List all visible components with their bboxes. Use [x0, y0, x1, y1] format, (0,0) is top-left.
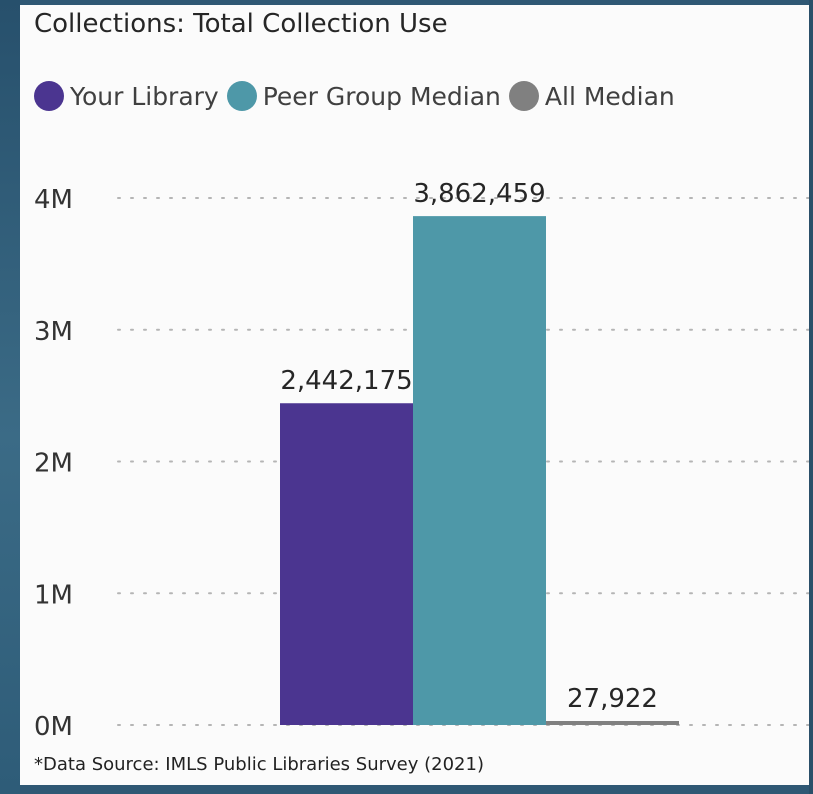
legend-item-all-median[interactable]: All Median	[508, 81, 675, 111]
legend-dot-peer-group-median	[226, 81, 257, 111]
legend-item-your-library[interactable]: Your Library	[34, 81, 219, 111]
legend-item-peer-group-median[interactable]: Peer Group Median	[226, 81, 501, 111]
y-tick-label-3: 3M	[34, 317, 73, 347]
legend-label-all-median: All Median	[544, 81, 675, 111]
data-source-note: *Data Source: IMLS Public Libraries Surv…	[34, 754, 484, 775]
background-left-edge	[0, 0, 20, 794]
legend: Your Library Peer Group Median All Media…	[34, 79, 683, 113]
bar-chart-plot: 0M 1M 2M 3M 4M 2,442,175 3,862,459 27,922	[34, 179, 809, 742]
bar-your-library	[280, 403, 413, 725]
legend-dot-all-median	[508, 81, 539, 111]
y-tick-label-0: 0M	[34, 712, 73, 742]
bar-all-median	[546, 721, 679, 725]
chart-title: Collections: Total Collection Use	[34, 9, 448, 39]
y-tick-label-2: 2M	[34, 449, 73, 479]
bar-peer-group-median	[413, 216, 546, 725]
legend-label-peer-group-median: Peer Group Median	[262, 81, 501, 111]
data-label-peer-group-median: 3,862,459	[413, 179, 545, 209]
chart-card: Collections: Total Collection Use Your L…	[20, 5, 809, 785]
background-right-edge	[809, 0, 813, 794]
data-label-all-median: 27,922	[567, 684, 658, 714]
y-tick-label-1: 1M	[34, 580, 73, 610]
legend-label-your-library: Your Library	[70, 81, 219, 111]
data-label-your-library: 2,442,175	[280, 366, 412, 396]
y-tick-label-4: 4M	[34, 185, 73, 215]
legend-dot-your-library	[34, 81, 64, 111]
